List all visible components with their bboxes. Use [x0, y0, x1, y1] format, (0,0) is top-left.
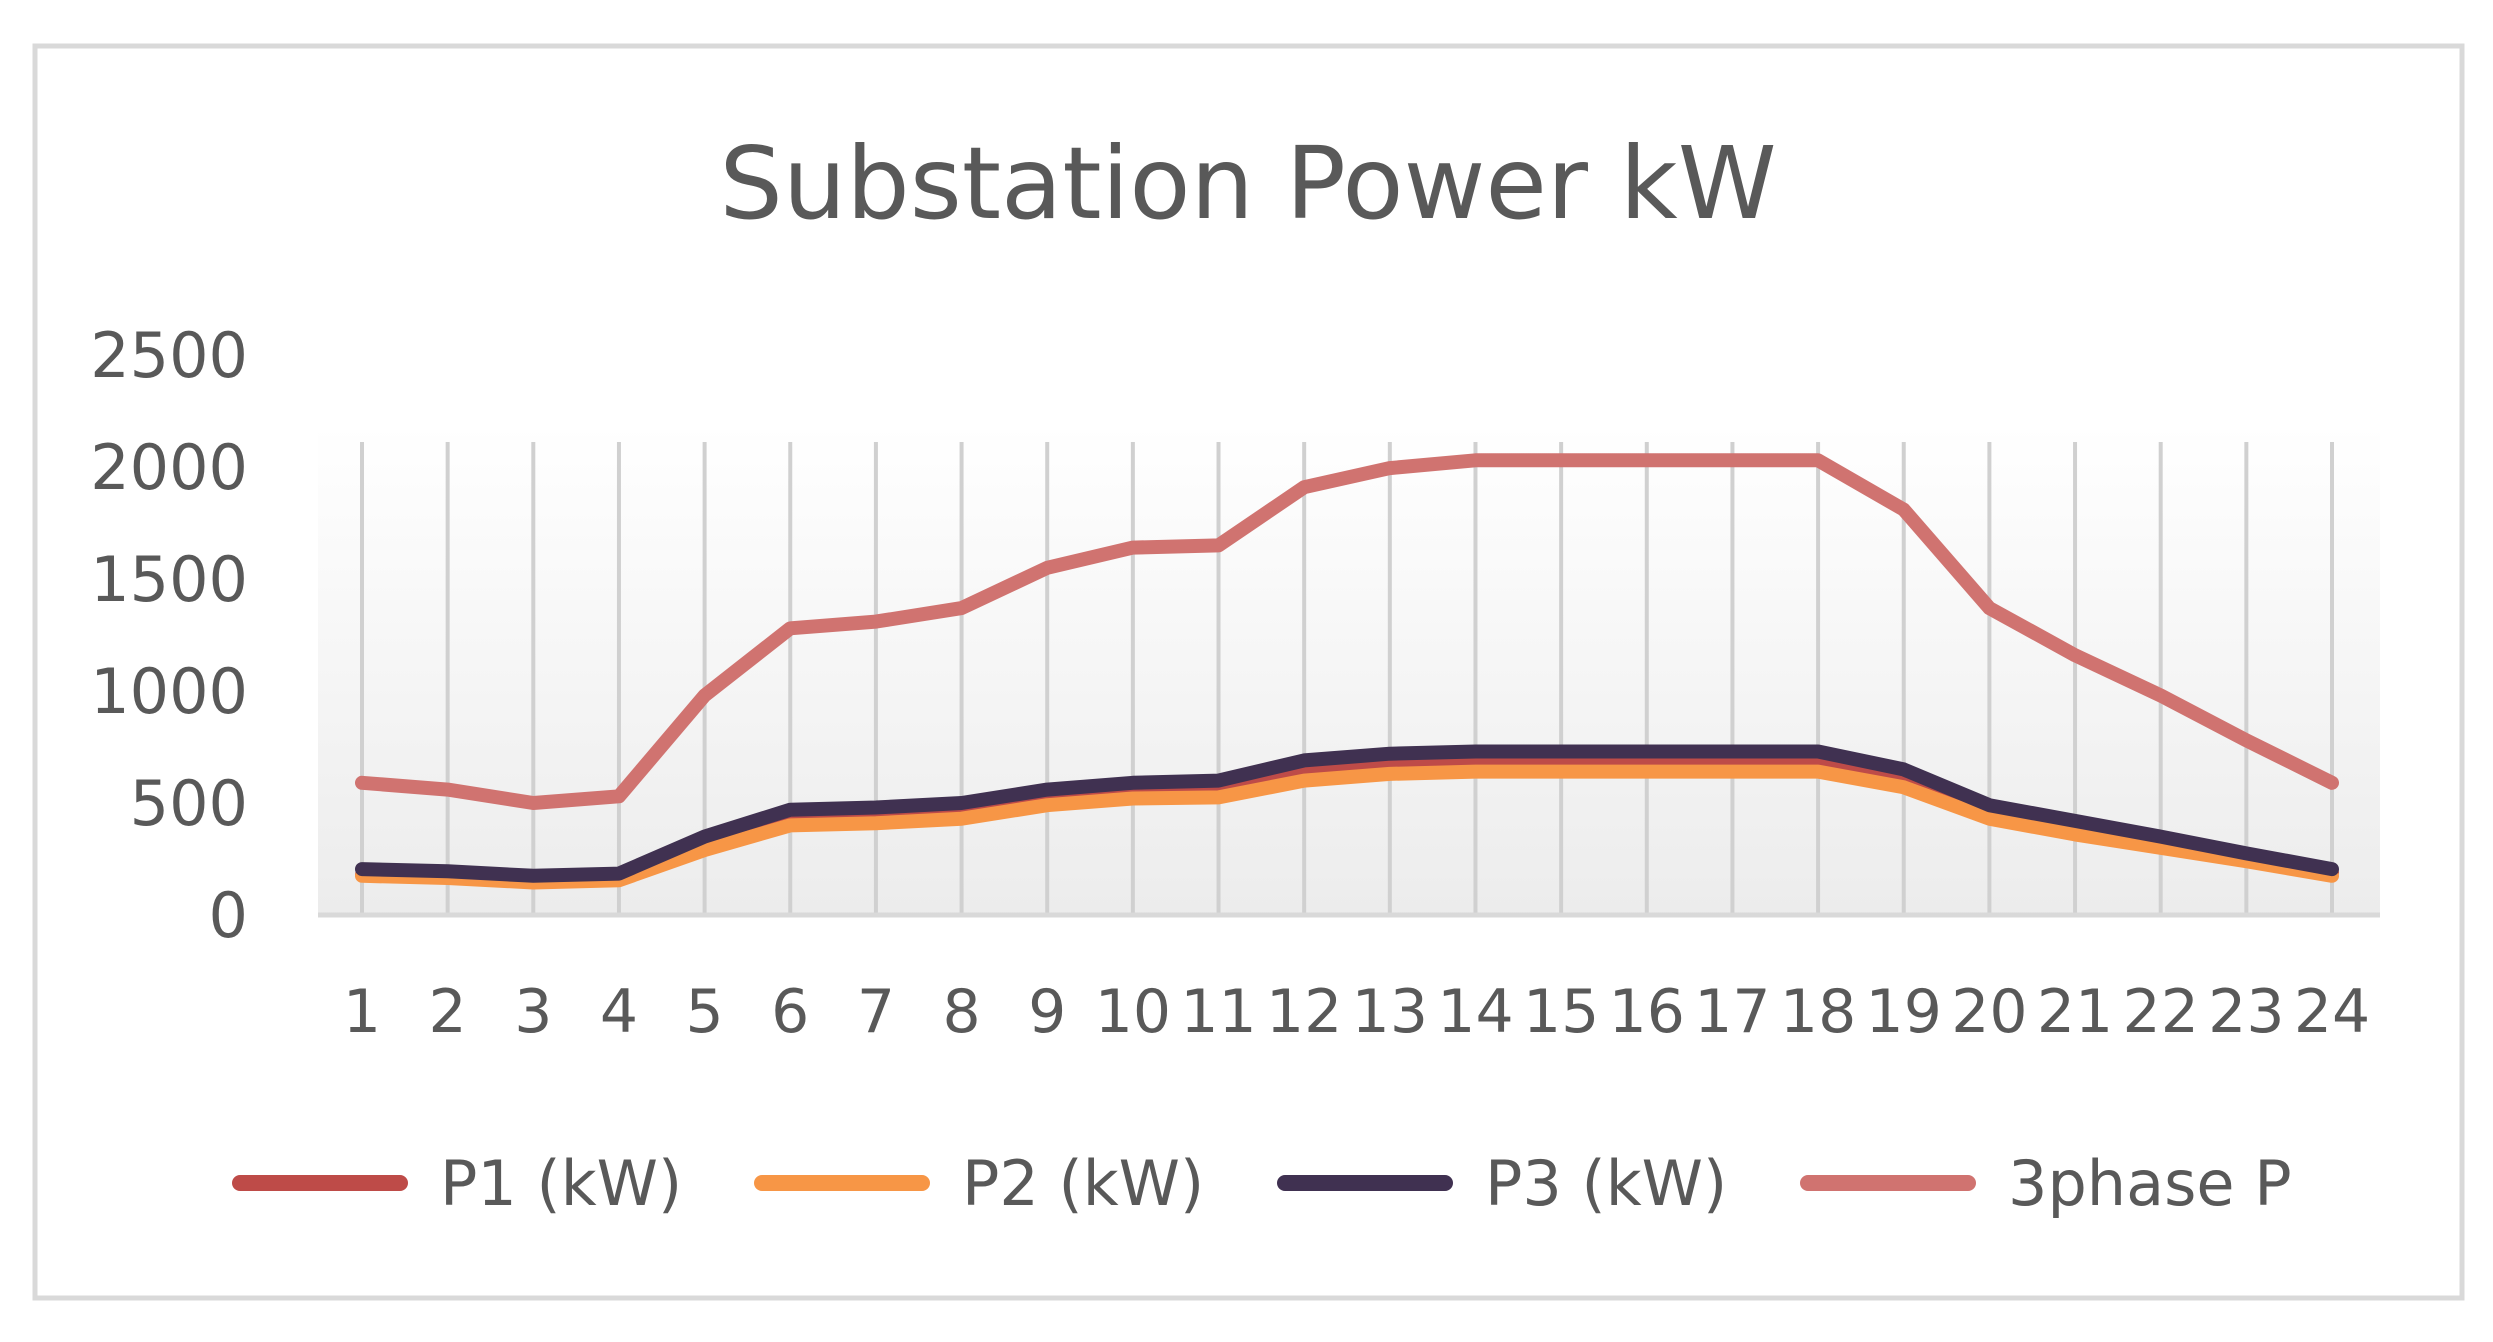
- x-tick-label: 15: [1523, 977, 1599, 1047]
- x-tick-label: 16: [1609, 977, 1685, 1047]
- x-tick-label: 18: [1780, 977, 1856, 1047]
- legend-label: P2 (kW): [962, 1147, 1204, 1220]
- series-lines: [355, 453, 2339, 890]
- x-tick-label: 1: [343, 977, 381, 1047]
- legend: P1 (kW) P2 (kW) P3 (kW) 3phase P: [232, 1147, 2292, 1220]
- x-tick-label: 3: [514, 977, 552, 1047]
- y-tick-label: 2000: [90, 431, 248, 504]
- y-tick-label: 2500: [90, 319, 248, 392]
- y-tick-label: 500: [130, 767, 248, 840]
- chart-title: Substation Power kW: [719, 125, 1776, 242]
- x-tick-label: 20: [1951, 977, 2027, 1047]
- x-tick-label: 5: [686, 977, 724, 1047]
- x-tick-label: 19: [1866, 977, 1942, 1047]
- x-tick-label: 14: [1437, 977, 1513, 1047]
- x-tick-label: 7: [857, 977, 895, 1047]
- x-tick-label: 8: [942, 977, 980, 1047]
- x-tick-label: 13: [1352, 977, 1428, 1047]
- x-tick-label: 12: [1266, 977, 1342, 1047]
- x-tick-label: 17: [1694, 977, 1770, 1047]
- plot-area: [318, 425, 2380, 915]
- x-tick-label: 4: [600, 977, 638, 1047]
- series-line-2: [355, 764, 2339, 890]
- x-tick-label: 11: [1180, 977, 1256, 1047]
- legend-label: P3 (kW): [1485, 1147, 1727, 1220]
- gridlines: [360, 442, 2334, 915]
- x-tick-label: 2: [429, 977, 467, 1047]
- legend-label: P1 (kW): [440, 1147, 682, 1220]
- y-tick-label: 1500: [90, 543, 248, 616]
- x-tick-label: 22: [2123, 977, 2199, 1047]
- x-tick-label: 21: [2037, 977, 2113, 1047]
- x-tick-label: 9: [1028, 977, 1066, 1047]
- y-tick-label: 1000: [90, 655, 248, 728]
- x-tick-label: 23: [2208, 977, 2284, 1047]
- series-line-3: [355, 744, 2339, 883]
- legend-label: 3phase P: [2008, 1147, 2292, 1220]
- x-tick-label: 10: [1095, 977, 1171, 1047]
- series-line-4: [355, 453, 2339, 810]
- x-tick-label: 6: [771, 977, 809, 1047]
- y-tick-label: 0: [209, 879, 248, 952]
- x-tick-label: 24: [2294, 977, 2370, 1047]
